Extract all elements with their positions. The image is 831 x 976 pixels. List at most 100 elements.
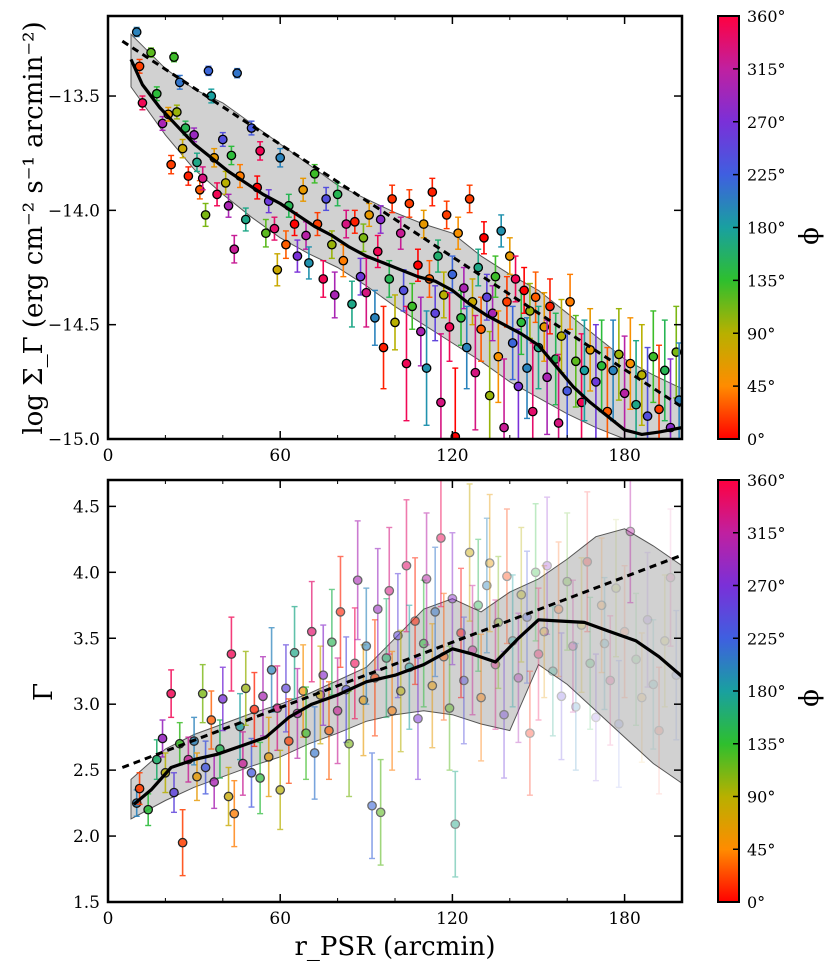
point-marker <box>370 312 380 323</box>
data-point <box>464 184 475 214</box>
point-marker <box>631 399 641 410</box>
data-point <box>349 209 360 234</box>
point-marker <box>441 210 452 220</box>
data-point <box>395 216 406 250</box>
data-point <box>636 632 647 763</box>
point-marker <box>329 290 340 300</box>
data-point <box>599 576 610 711</box>
data-point <box>283 193 294 218</box>
point-marker <box>427 187 438 197</box>
colorbar-tick-label: 315° <box>747 524 786 543</box>
data-point <box>479 221 489 255</box>
point-marker <box>665 572 676 583</box>
data-point <box>137 95 148 111</box>
point-marker <box>255 773 265 783</box>
data-point <box>525 670 535 796</box>
point-marker <box>654 404 664 415</box>
point-marker <box>556 691 567 702</box>
data-point <box>456 567 466 699</box>
point-marker <box>642 411 653 421</box>
data-point <box>327 588 337 696</box>
data-point <box>226 145 237 166</box>
point-marker <box>659 365 670 376</box>
point-marker <box>309 168 320 179</box>
data-point <box>553 541 564 678</box>
point-marker <box>398 285 409 296</box>
point-marker <box>137 98 148 108</box>
data-point <box>410 557 420 686</box>
point-marker <box>289 219 300 229</box>
x-tick-label: 60 <box>269 909 291 929</box>
colorbar-tick-label: 135° <box>747 271 786 290</box>
point-marker <box>648 351 659 362</box>
data-point <box>490 255 501 298</box>
data-point <box>507 305 518 381</box>
bottom-y-axis-label: Γ <box>29 683 59 701</box>
point-marker <box>631 654 641 665</box>
point-marker <box>200 210 211 220</box>
point-marker <box>654 725 664 736</box>
point-marker <box>157 118 168 129</box>
point-marker <box>169 787 179 798</box>
point-marker <box>390 317 400 328</box>
data-point <box>143 793 154 827</box>
bottom-colorbar-label: ϕ <box>795 689 825 707</box>
y-tick-label: −14.5 <box>48 316 100 336</box>
point-marker <box>507 338 518 348</box>
data-point <box>504 237 515 276</box>
y-tick-label: 3.5 <box>73 629 100 649</box>
point-marker <box>421 574 432 584</box>
data-point <box>562 512 573 651</box>
data-point <box>174 74 185 90</box>
top-panel: 0 60 120 180 −13.5 −14.0 −14.5 −15.0 log Σ_Γ (e… <box>19 14 684 466</box>
x-tick-label: 180 <box>608 446 640 466</box>
data-point <box>596 537 607 674</box>
point-marker <box>413 713 423 724</box>
colorbar-tick-label: 135° <box>747 735 786 754</box>
point-marker <box>321 194 331 204</box>
point-marker <box>151 88 162 99</box>
point-marker <box>418 219 429 229</box>
data-point <box>200 740 211 795</box>
point-marker <box>238 758 248 769</box>
data-point <box>387 650 397 771</box>
data-point <box>375 205 386 234</box>
data-point <box>582 491 593 633</box>
point-marker <box>281 683 291 694</box>
point-marker <box>246 767 257 778</box>
point-marker <box>570 701 581 712</box>
data-point <box>332 657 343 765</box>
data-point <box>166 669 176 719</box>
point-marker <box>591 712 601 723</box>
point-marker <box>570 356 581 367</box>
data-point <box>192 752 202 802</box>
bot-median-line <box>132 618 682 806</box>
x-tick-label: 120 <box>436 446 468 466</box>
colorbar-tick-label: 180° <box>747 682 786 701</box>
point-marker <box>249 704 260 715</box>
y-tick-label: −15.0 <box>48 430 100 450</box>
point-marker <box>344 738 354 749</box>
point-marker <box>433 251 443 261</box>
data-point <box>281 230 291 260</box>
point-marker <box>381 653 392 663</box>
data-point <box>436 333 446 439</box>
point-marker <box>283 736 294 746</box>
data-point <box>258 656 268 737</box>
point-marker <box>484 558 495 568</box>
point-marker <box>404 198 415 209</box>
point-marker <box>352 575 363 586</box>
data-point <box>157 719 168 758</box>
data-point <box>413 657 423 781</box>
point-marker <box>410 616 420 626</box>
point-marker <box>327 637 337 648</box>
data-point <box>496 214 507 248</box>
point-marker <box>349 658 360 669</box>
data-point <box>404 189 415 218</box>
data-point <box>177 808 188 877</box>
point-marker <box>387 705 397 716</box>
point-marker <box>611 583 621 593</box>
data-point <box>151 739 162 781</box>
data-point <box>631 339 641 439</box>
point-marker <box>263 752 274 762</box>
